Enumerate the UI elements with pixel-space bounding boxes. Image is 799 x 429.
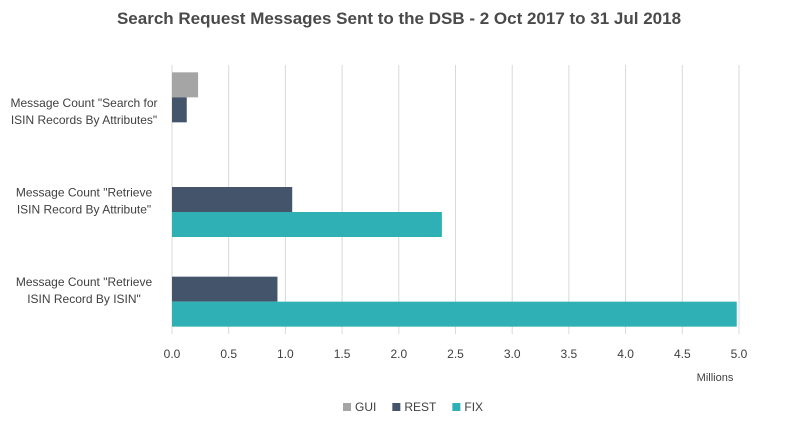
bar-gui-0: [172, 72, 199, 98]
x-tick-label: 5.0: [731, 347, 748, 361]
x-axis-unit-label: Millions: [697, 372, 734, 384]
x-tick-label: 2.5: [447, 347, 464, 361]
x-tick-label: 0.5: [220, 347, 237, 361]
chart-title: Search Request Messages Sent to the DSB …: [117, 9, 681, 28]
legend-swatch-rest: [392, 403, 401, 411]
legend-label-gui: GUI: [355, 400, 376, 414]
grid-layer: [171, 65, 740, 334]
bar-fix-2: [172, 301, 737, 327]
x-tick-label: 4.5: [674, 347, 691, 361]
bar-rest-2: [172, 276, 278, 302]
legend-label-fix: FIX: [464, 400, 483, 414]
bar-rest-0: [172, 97, 187, 123]
category-label: Message Count "Retrieve: [16, 275, 153, 289]
category-label: ISIN Record By Attribute": [17, 203, 151, 217]
category-label: Message Count "Retrieve: [16, 186, 153, 200]
x-tick-label: 4.0: [617, 347, 634, 361]
legend: GUI REST FIX: [343, 400, 483, 414]
legend-swatch-fix: [452, 403, 461, 411]
bar-layer: [172, 72, 737, 327]
category-label: ISIN Records By Attributes": [11, 113, 157, 127]
x-tick-label: 2.0: [390, 347, 407, 361]
x-tick-label: 3.0: [504, 347, 521, 361]
x-tick-label: 1.0: [277, 347, 294, 361]
axis-layer: 0.0 0.5 1.0 1.5 2.0 2.5 3.0 3.5 4.0 4.5 5.0 Message…: [11, 96, 748, 361]
x-tick-label: 3.5: [561, 347, 578, 361]
legend-label-rest: REST: [404, 400, 437, 414]
legend-swatch-gui: [343, 403, 351, 411]
bar-rest-1: [172, 187, 293, 212]
x-tick-label: 0.0: [164, 347, 181, 361]
category-label: ISIN Record By ISIN": [27, 292, 141, 306]
x-tick-label: 1.5: [334, 347, 351, 361]
bar-fix-1: [172, 212, 442, 237]
category-label: Message Count "Search for: [11, 96, 158, 110]
